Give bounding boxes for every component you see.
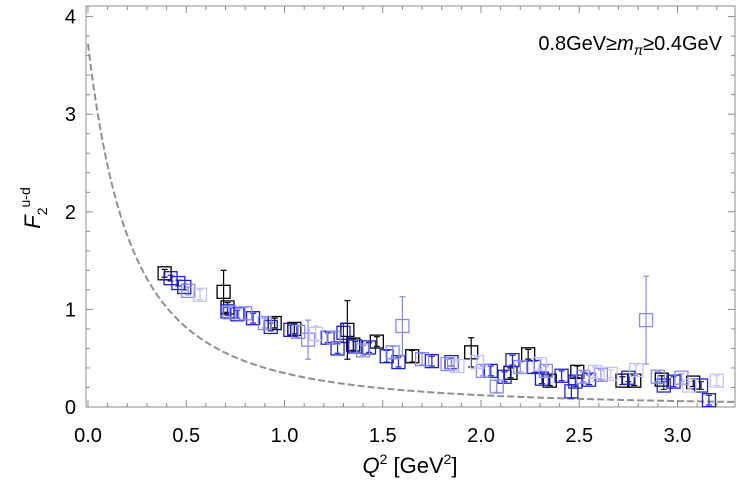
data-point (513, 359, 528, 375)
data-point (192, 287, 208, 302)
data-point (230, 307, 245, 322)
data-point (693, 378, 709, 393)
y-tick-label: 1 (65, 299, 76, 321)
data-point (629, 362, 644, 378)
data-point (283, 322, 298, 338)
x-axis-title: Q2 [GeV2] (362, 451, 457, 478)
axis-ticks (86, 6, 735, 408)
series-mpi-mid (163, 271, 717, 408)
x-tick-label: 1.5 (369, 425, 397, 447)
data-point (709, 373, 724, 388)
data-point (564, 384, 579, 399)
data-point (385, 345, 400, 360)
data-point (291, 324, 306, 339)
data-point (424, 353, 440, 369)
y-tick-label: 2 (65, 202, 76, 224)
series-mpi-high (157, 266, 701, 390)
data-point (245, 311, 261, 326)
data-point (405, 349, 420, 364)
data-point (554, 368, 569, 383)
data-point (450, 358, 465, 374)
x-tick-label: 0.5 (172, 425, 200, 447)
y-tick-label: 3 (65, 104, 76, 126)
x-tick-label: 3.0 (664, 425, 692, 447)
x-tick-label: 2.5 (565, 425, 593, 447)
x-tick-label: 2.0 (467, 425, 495, 447)
data-point (348, 339, 363, 354)
tick-labels: 0.0 0.5 1.0 1.5 2.0 2.5 3.0 0 1 2 3 4 (65, 7, 692, 447)
y-tick-label: 0 (65, 397, 76, 419)
data-point (701, 393, 717, 408)
data-point (308, 326, 324, 341)
data-point (340, 322, 355, 338)
data-point (336, 325, 351, 340)
data-point (222, 305, 237, 320)
data-point (621, 370, 636, 385)
data-point (163, 271, 178, 286)
plot-frame (85, 5, 736, 408)
data-point (603, 366, 618, 381)
x-tick-label: 1.0 (271, 425, 299, 447)
data-point (414, 352, 430, 367)
data-point (532, 356, 548, 372)
series-mpi-faint (192, 287, 724, 393)
data-point (587, 364, 603, 380)
data-point (330, 341, 345, 356)
data-point (650, 369, 665, 384)
data-point (220, 304, 235, 319)
y-tick-label: 4 (65, 7, 76, 29)
data-point (469, 354, 485, 370)
data-point (576, 369, 591, 384)
data-point (326, 330, 341, 345)
fit-curve (87, 43, 737, 403)
data-point (355, 343, 371, 358)
y-axis-title: F2u-d (17, 187, 50, 228)
data-point (216, 284, 231, 299)
data-point (395, 318, 410, 334)
data-point (534, 371, 550, 386)
data-point (686, 375, 701, 390)
data-point (483, 363, 498, 379)
data-point (287, 321, 302, 337)
data-point (497, 369, 512, 384)
data-point (181, 283, 196, 299)
data-point (542, 373, 557, 388)
data-point (489, 379, 504, 394)
data-point (238, 306, 253, 321)
series-mpi-low (181, 275, 689, 394)
data-point (674, 370, 689, 385)
data-point (638, 312, 654, 328)
data-point (257, 315, 273, 331)
data-point (440, 356, 455, 372)
x-tick-label: 0.0 (74, 425, 102, 447)
mass-range-annotation: 0.8GeV≥mπ≥0.4GeV (538, 33, 722, 58)
data-points (157, 266, 724, 408)
data-point (682, 378, 697, 393)
